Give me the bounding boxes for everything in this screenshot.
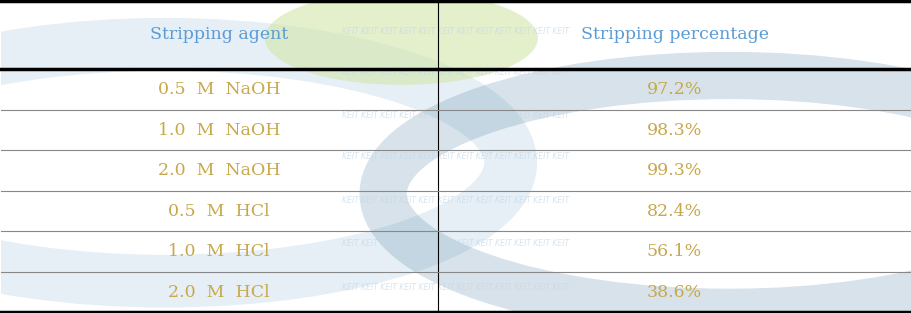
Text: Stripping percentage: Stripping percentage — [580, 27, 768, 44]
Text: 82.4%: 82.4% — [646, 203, 701, 219]
Text: 38.6%: 38.6% — [646, 284, 701, 300]
Text: KEIT KEIT KEIT KEIT KEIT KEIT KEIT KEIT KEIT KEIT KEIT KEIT: KEIT KEIT KEIT KEIT KEIT KEIT KEIT KEIT … — [342, 111, 569, 121]
Text: 56.1%: 56.1% — [646, 243, 701, 260]
Text: 1.0  M  HCl: 1.0 M HCl — [169, 243, 270, 260]
Text: 99.3%: 99.3% — [646, 162, 701, 179]
Text: 0.5  M  HCl: 0.5 M HCl — [169, 203, 270, 219]
Text: 2.0  M  NaOH: 2.0 M NaOH — [158, 162, 281, 179]
Text: 2.0  M  HCl: 2.0 M HCl — [169, 284, 270, 300]
Circle shape — [264, 0, 537, 85]
Text: 1.0  M  NaOH: 1.0 M NaOH — [158, 121, 281, 139]
Text: 98.3%: 98.3% — [646, 121, 701, 139]
Text: KEIT KEIT KEIT KEIT KEIT KEIT KEIT KEIT KEIT KEIT KEIT KEIT: KEIT KEIT KEIT KEIT KEIT KEIT KEIT KEIT … — [342, 68, 569, 77]
Text: 97.2%: 97.2% — [646, 81, 701, 98]
Text: KEIT KEIT KEIT KEIT KEIT KEIT KEIT KEIT KEIT KEIT KEIT KEIT: KEIT KEIT KEIT KEIT KEIT KEIT KEIT KEIT … — [342, 196, 569, 205]
Text: Stripping agent: Stripping agent — [150, 27, 288, 44]
Text: 0.5  M  NaOH: 0.5 M NaOH — [158, 81, 281, 98]
Text: KEIT KEIT KEIT KEIT KEIT KEIT KEIT KEIT KEIT KEIT KEIT KEIT: KEIT KEIT KEIT KEIT KEIT KEIT KEIT KEIT … — [342, 27, 569, 36]
Text: KEIT KEIT KEIT KEIT KEIT KEIT KEIT KEIT KEIT KEIT KEIT KEIT: KEIT KEIT KEIT KEIT KEIT KEIT KEIT KEIT … — [342, 283, 569, 292]
Text: KEIT KEIT KEIT KEIT KEIT KEIT KEIT KEIT KEIT KEIT KEIT KEIT: KEIT KEIT KEIT KEIT KEIT KEIT KEIT KEIT … — [342, 239, 569, 248]
Text: KEIT KEIT KEIT KEIT KEIT KEIT KEIT KEIT KEIT KEIT KEIT KEIT: KEIT KEIT KEIT KEIT KEIT KEIT KEIT KEIT … — [342, 152, 569, 161]
